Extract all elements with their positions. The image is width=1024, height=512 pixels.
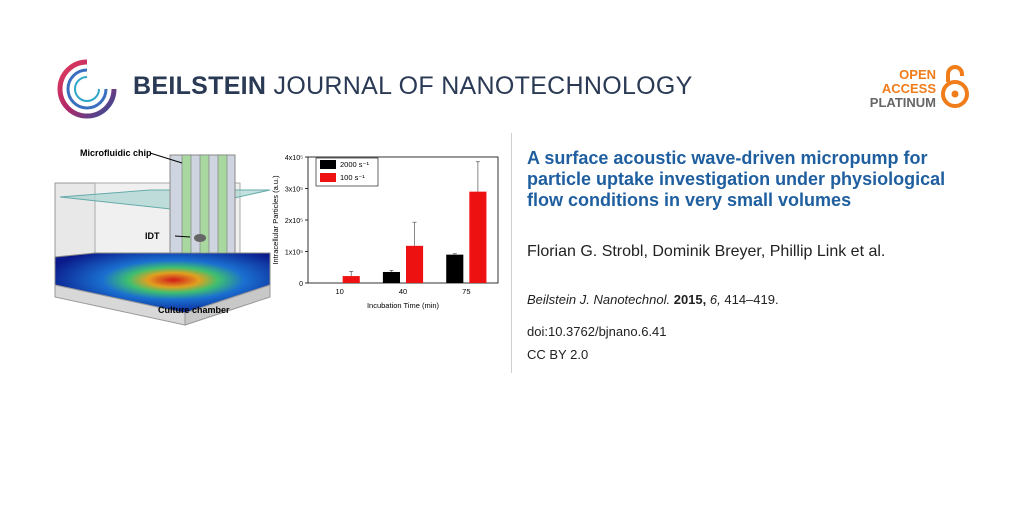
open-access-lock-icon bbox=[941, 65, 969, 108]
journal-title-bold: BEILSTEIN bbox=[133, 72, 267, 100]
bar-shear-2000 bbox=[446, 254, 464, 283]
legend-swatch bbox=[320, 160, 336, 169]
article-citation: Beilstein J. Nanotechnol. 2015, 6, 414–4… bbox=[527, 292, 779, 307]
open-access-badge: OPEN ACCESS PLATINUM bbox=[870, 68, 936, 110]
open-access-line2: ACCESS bbox=[881, 81, 936, 96]
legend-label: 100 s⁻¹ bbox=[340, 173, 365, 182]
label-idt: IDT bbox=[145, 231, 160, 241]
y-tick-label: 1x10⁵ bbox=[285, 250, 303, 257]
citation-pages: 414–419. bbox=[724, 292, 779, 307]
x-axis-label: Incubation Time (min) bbox=[367, 301, 440, 310]
legend-box bbox=[315, 157, 379, 187]
y-tick-label: 3x10⁵ bbox=[285, 187, 303, 194]
article-title[interactable]: A surface acoustic wave-driven micropump… bbox=[527, 148, 946, 210]
x-tick-label: 10 bbox=[335, 287, 343, 296]
citation-volume: 6, bbox=[709, 292, 721, 307]
culture-chamber-drawing bbox=[54, 154, 271, 326]
bar-shear-100 bbox=[342, 276, 360, 283]
y-tick-label: 0 bbox=[299, 281, 303, 288]
open-access-line3: PLATINUM bbox=[869, 95, 936, 110]
bar-shear-2000 bbox=[382, 271, 400, 283]
bar-shear-100 bbox=[469, 191, 487, 283]
article-doi[interactable]: doi:10.3762/bjnano.6.41 bbox=[527, 324, 667, 339]
journal-abbrev: Beilstein J. Nanotechnol. bbox=[527, 292, 671, 307]
column-divider bbox=[511, 133, 512, 373]
graphical-abstract: Microfluidic chip IDT Culture chamber 0 1… bbox=[54, 148, 499, 326]
citation-year: 2015, bbox=[673, 292, 707, 307]
y-tick-label: 4x10⁵ bbox=[285, 155, 303, 162]
legend-label: 2000 s⁻¹ bbox=[340, 160, 369, 169]
label-culture-chamber: Culture chamber bbox=[158, 305, 230, 315]
journal-title: BEILSTEIN JOURNAL OF NANOTECHNOLOGY bbox=[133, 72, 693, 101]
bar-shear-100 bbox=[406, 245, 424, 283]
y-axis-label: Intracellular Particles (a.u.) bbox=[271, 175, 280, 265]
x-tick-label: 40 bbox=[399, 287, 407, 296]
article-license[interactable]: CC BY 2.0 bbox=[527, 347, 589, 362]
journal-title-rest: JOURNAL OF NANOTECHNOLOGY bbox=[273, 72, 693, 100]
label-microfluidic-chip: Microfluidic chip bbox=[80, 148, 152, 158]
legend-swatch bbox=[320, 173, 336, 182]
article-authors: Florian G. Strobl, Dominik Breyer, Phill… bbox=[527, 243, 886, 260]
open-access-line1: OPEN bbox=[899, 67, 936, 82]
y-tick-label: 2x10⁵ bbox=[285, 218, 303, 225]
beilstein-logo-icon bbox=[57, 59, 117, 119]
x-tick-label: 75 bbox=[462, 287, 470, 296]
bar-chart: 0 1x10⁵ 2x10⁵ 3x10⁵ 4x10⁵ 10 40 75 Incubation Ti… bbox=[271, 155, 499, 310]
